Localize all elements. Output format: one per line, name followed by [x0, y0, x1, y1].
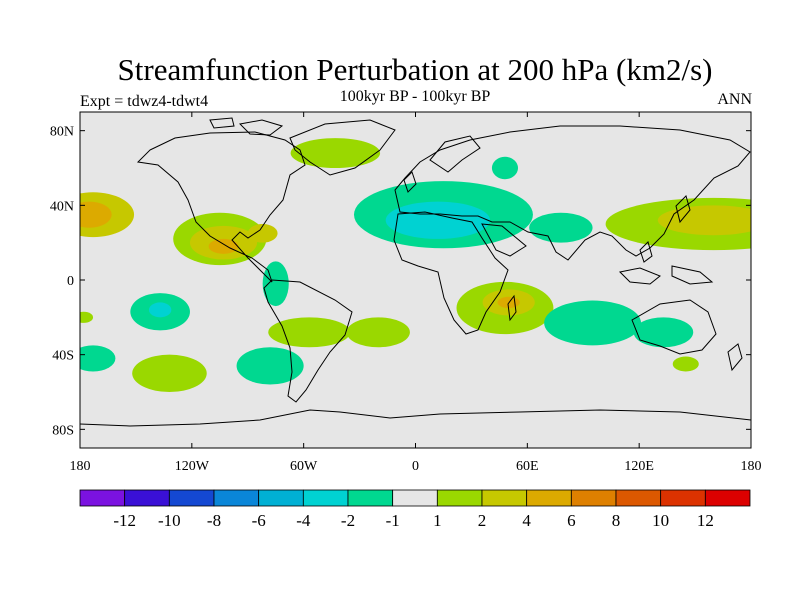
colorbar-label: -8 — [207, 511, 221, 530]
anomaly-region-18 — [491, 156, 519, 180]
anomaly-region-8 — [262, 261, 289, 307]
colorbar-label: -4 — [296, 511, 311, 530]
experiment-label: Expt = tdwz4-tdwt4 — [80, 93, 209, 110]
colorbar-label: 12 — [697, 511, 714, 530]
colorbar-label: 1 — [433, 511, 442, 530]
anomaly-region-14 — [346, 317, 410, 348]
lon-tick-label: 180 — [741, 459, 762, 474]
colorbar-swatch — [258, 489, 304, 507]
coastline-south-america — [263, 279, 353, 403]
colorbar-swatch — [213, 489, 260, 507]
coastline-arabia — [481, 223, 527, 257]
colorbar-swatch — [168, 489, 215, 507]
anomaly-region-15 — [290, 138, 381, 168]
colorbar-swatch — [124, 489, 170, 507]
colorbar-swatch — [347, 489, 394, 507]
lat-tick-label: 80S — [52, 423, 74, 438]
coastline-africa — [393, 211, 509, 335]
colorbar-label: -10 — [158, 511, 181, 530]
anomaly-region-4 — [208, 238, 239, 254]
map-background — [80, 112, 751, 448]
colorbar-label: 4 — [522, 511, 531, 530]
colorbar-swatch — [79, 489, 126, 507]
plot-subtitle: 100kyr BP - 100kyr BP — [339, 88, 491, 105]
anomaly-region-7 — [148, 302, 172, 318]
coastline-north-america — [136, 131, 306, 283]
colorbar-label: -12 — [113, 511, 136, 530]
coastline-new-zealand — [727, 343, 743, 372]
lon-tick-label: 60W — [290, 459, 318, 474]
colorbar-swatch — [481, 489, 528, 507]
coastline-greenland — [289, 119, 396, 176]
colorbar-swatch — [615, 489, 662, 507]
coastline-scandinavia — [429, 135, 481, 173]
anomaly-region-13 — [236, 347, 304, 385]
anomaly-region-17 — [385, 201, 491, 239]
coastline-eurasia — [394, 125, 751, 261]
colorbar-label: -6 — [252, 511, 266, 530]
anomaly-region-10 — [80, 345, 116, 372]
coastline-antarctica — [80, 409, 751, 427]
coastlines — [80, 117, 751, 427]
anomaly-region-11 — [132, 354, 207, 393]
colorbar-swatch — [570, 489, 617, 507]
anomaly-region-9 — [80, 311, 94, 323]
colorbar-label: 2 — [478, 511, 487, 530]
anomaly-region-5 — [247, 224, 278, 243]
lon-tick-label: 120E — [624, 459, 654, 474]
coastline-arctic-islands — [209, 117, 284, 136]
colorbar-label: 6 — [567, 511, 576, 530]
colorbar-label: 8 — [612, 511, 621, 530]
lon-tick-label: 0 — [412, 459, 419, 474]
colorbar-swatch — [704, 489, 751, 507]
lat-tick-label: 0 — [67, 274, 74, 289]
anomaly-region-25 — [657, 205, 751, 236]
anomaly-region-1 — [80, 201, 112, 228]
anomaly-region-23 — [544, 300, 642, 346]
lat-tick-label: 40S — [52, 349, 74, 364]
coastline-australia — [631, 299, 717, 355]
lon-tick-label: 180 — [70, 459, 91, 474]
season-label: ANN — [717, 91, 752, 108]
colorbar-swatch — [660, 489, 706, 507]
coastline-indonesia — [618, 241, 714, 285]
colorbar-swatch — [392, 489, 438, 507]
colorbar-swatch — [302, 489, 349, 507]
colorbar-label: -2 — [341, 511, 355, 530]
colorbar-swatch — [436, 489, 483, 507]
coastline-japan — [675, 195, 691, 224]
anomaly-region-19 — [529, 212, 593, 243]
colorbar: -12 -10 -8 -6 -4 -2 -1 1 2 4 6 8 10 12 — [79, 489, 751, 530]
anomaly-region-26 — [633, 317, 694, 348]
lon-tick-label: 120W — [175, 459, 210, 474]
lon-tick-label: 60E — [516, 459, 539, 474]
colorbar-label: -1 — [386, 511, 400, 530]
colorbar-label: 10 — [652, 511, 669, 530]
lat-tick-label: 80N — [50, 125, 74, 140]
lat-tick-label: 40N — [50, 199, 74, 214]
axis-ticks: 80N 40N 0 40S 80S 180 120W 60W 0 60E 120E 180 — [50, 112, 762, 474]
anomaly-field — [80, 138, 751, 393]
anomaly-region-27 — [672, 356, 699, 372]
anomaly-region-12 — [268, 317, 351, 348]
coastline-britain — [403, 171, 417, 193]
plot-title: Streamfunction Perturbation at 200 hPa (… — [117, 52, 713, 87]
coastline-madagascar — [507, 294, 517, 322]
colorbar-swatch — [526, 489, 572, 507]
